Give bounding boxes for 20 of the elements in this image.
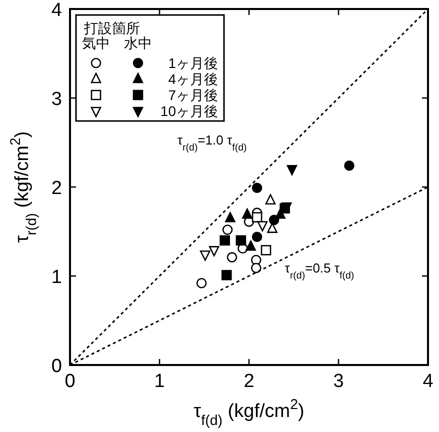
- y-tick-label: 4: [51, 0, 62, 21]
- legend-label: 10ヶ月後: [160, 103, 218, 119]
- annotation: 水中: [124, 35, 152, 51]
- annotation: τ$_{r(d)}$=0.5 τ$_{f(d)}$: [284, 260, 354, 281]
- legend-label: 4ヶ月後: [168, 71, 218, 87]
- y-tick-label: 3: [51, 89, 62, 110]
- x-tick-label: 4: [422, 371, 434, 392]
- x-tick-label: 3: [333, 371, 344, 392]
- y-tick-label: 2: [51, 178, 62, 199]
- legend-title: 打設箇所: [83, 20, 140, 36]
- x-axis-title: τ$_{f(d)}$ (kgf/cm$^{2}$): [194, 397, 304, 429]
- y-tick-label: 0: [51, 356, 62, 377]
- x-tick-label: 2: [244, 371, 254, 392]
- x-tick-label: 0: [64, 371, 76, 392]
- annotation: 気中: [82, 35, 110, 51]
- y-tick-label: 1: [51, 267, 62, 288]
- legend-label: 7ヶ月後: [168, 87, 218, 103]
- x-tick-label: 1: [154, 371, 165, 392]
- annotation: τ$_{r(d)}$=1.0 τ$_{f(d)}$: [177, 132, 247, 153]
- legend-label: 1ヶ月後: [168, 55, 218, 71]
